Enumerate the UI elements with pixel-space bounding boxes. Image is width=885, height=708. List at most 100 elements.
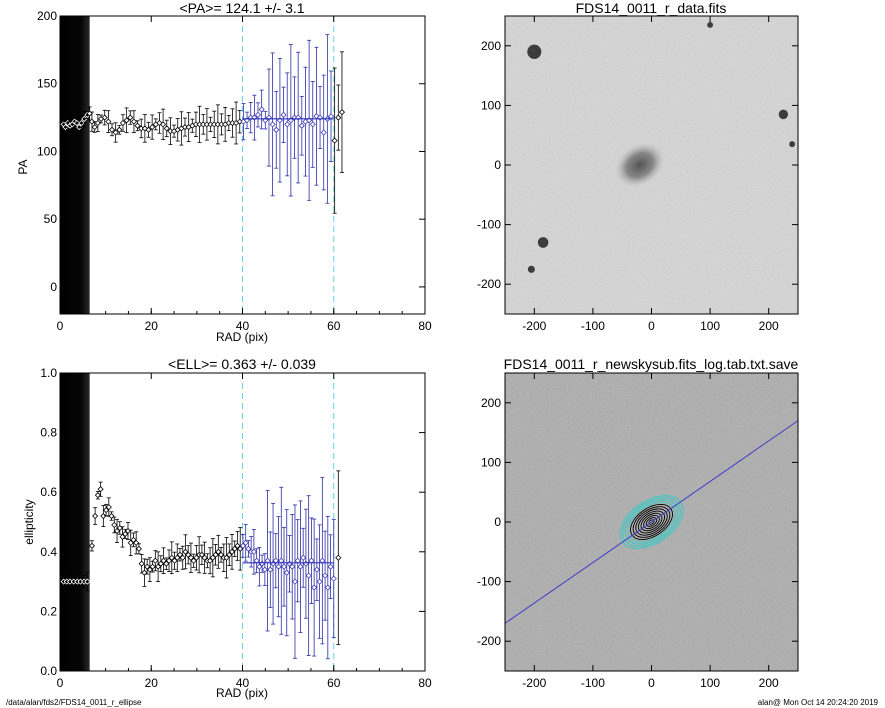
ell-point: [256, 563, 263, 570]
ell-ylabel: ellipticity: [22, 499, 36, 544]
ell-point: [267, 566, 274, 573]
ell-point: [198, 551, 205, 558]
ell-point: [316, 578, 323, 585]
star-source: [789, 141, 796, 148]
ell-point: [179, 554, 186, 561]
data-image: [505, 16, 798, 314]
pa-point: [108, 126, 116, 133]
ell-point: [111, 521, 118, 529]
ell-point: [165, 557, 173, 564]
pa-point: [127, 114, 134, 121]
ell-xtick-label-4: 80: [418, 676, 432, 690]
pa-point: [331, 137, 338, 144]
img1-xtick-label-3: 100: [700, 319, 720, 333]
ell-ytick-label-5: 1.0: [40, 366, 57, 380]
ell-point: [313, 566, 320, 573]
pa-point: [335, 114, 342, 121]
pa-xtick-label-1: 20: [145, 319, 159, 333]
ell-point: [105, 504, 112, 511]
pa-xtick-label-2: 40: [236, 319, 250, 333]
pa-point: [94, 119, 101, 127]
ell-point: [127, 539, 134, 546]
ell-ytick-label-4: 0.8: [40, 426, 57, 440]
skysub-image: [505, 373, 798, 671]
ell-point: [207, 557, 214, 564]
galaxy-source: [615, 142, 665, 188]
ellipticity-plot: <ELL>= 0.363 +/- 0.039 0 20 40 60 80 0.0 0.2 0.…: [22, 356, 432, 700]
pa-direction-line: [505, 420, 798, 624]
pa-point: [130, 118, 137, 125]
ell-point: [291, 578, 299, 585]
img2-xtick-label-4: 200: [759, 676, 779, 690]
pa-point: [86, 110, 93, 117]
ell-title: <ELL>= 0.363 +/- 0.039: [168, 356, 316, 372]
pa-ylabel: PA: [16, 159, 30, 174]
ell-ytick-label-0: 0.0: [40, 664, 57, 678]
ell-point: [250, 548, 257, 555]
ell-point: [157, 560, 164, 567]
ell-point: [149, 563, 156, 570]
ell-point: [146, 566, 153, 573]
footer-timestamp: alan@ Mon Oct 14 20:24:20 2019: [758, 698, 879, 707]
ell-point: [97, 486, 104, 493]
ell-point: [144, 563, 151, 570]
ell-ytick-label-1: 0.2: [40, 604, 57, 618]
pa-xtick-label-0: 0: [57, 319, 64, 333]
pa-point: [149, 124, 156, 131]
ell-point: [113, 527, 121, 535]
pa-point: [105, 118, 112, 125]
pa-point: [119, 119, 127, 127]
ell-point: [185, 551, 192, 558]
footer-path: /data/alan/fds2/FDS14_0011_r_ellipse: [6, 698, 142, 707]
data-image-title: FDS14_0011_r_data.fits: [576, 0, 727, 16]
ell-point: [311, 584, 318, 591]
img2-ytick-label-1: -100: [477, 575, 501, 589]
ell-point: [283, 569, 290, 576]
ell-point: [171, 557, 178, 564]
ell-point: [330, 575, 337, 582]
star-source: [527, 44, 542, 59]
pa-ytick-label-3: 150: [37, 77, 57, 91]
ell-point: [239, 542, 247, 549]
ell-point: [190, 557, 197, 564]
pa-point: [116, 126, 123, 133]
ell-point: [242, 539, 249, 546]
img1-ytick-label-4: 200: [481, 39, 501, 53]
ell-point: [289, 563, 296, 570]
pa-point: [254, 111, 262, 118]
ell-point: [168, 554, 175, 561]
pa-inner-region: [60, 16, 90, 314]
ell-point: [201, 554, 208, 561]
ell-point: [226, 551, 233, 558]
pa-point: [269, 121, 276, 128]
ell-point: [176, 551, 184, 558]
ell-point: [163, 560, 170, 567]
pa-point: [320, 129, 327, 136]
img2-xtick-label-1: -100: [581, 676, 605, 690]
ell-frame: [59, 372, 426, 672]
pa-point: [91, 124, 98, 131]
ell-xtick-label-2: 40: [236, 676, 250, 690]
pa-point: [284, 121, 291, 128]
pa-point: [134, 122, 141, 129]
pa-frame: [59, 15, 426, 315]
pa-point: [298, 122, 305, 129]
ell-point: [84, 578, 91, 585]
ell-ytick-label-3: 0.6: [40, 485, 57, 499]
ell-point: [215, 548, 222, 555]
ell-point: [152, 557, 159, 564]
ell-point: [223, 554, 230, 561]
img1-ytick-label-0: -200: [477, 277, 501, 291]
ell-inner-region: [60, 373, 90, 671]
ell-point: [237, 545, 244, 552]
img2-ytick-label-4: 200: [481, 396, 501, 410]
ell-point: [234, 542, 241, 549]
pa-ytick-label-1: 50: [44, 212, 58, 226]
ell-point: [88, 542, 96, 549]
ell-point: [94, 492, 101, 499]
ell-point: [108, 512, 115, 520]
ell-point: [160, 557, 167, 564]
star-source: [778, 109, 789, 120]
img1-ytick-label-2: 0: [494, 158, 501, 172]
skysub-image-frame: [504, 372, 799, 672]
